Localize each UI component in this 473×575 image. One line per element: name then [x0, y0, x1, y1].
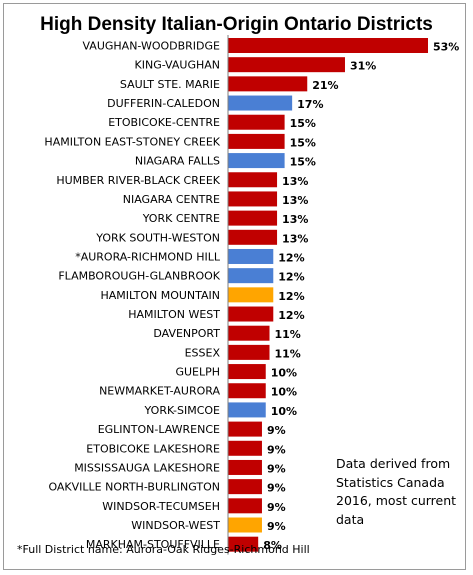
- bar: [228, 536, 259, 552]
- bar: [228, 248, 274, 264]
- bar: [228, 383, 266, 399]
- value-label: 10%: [271, 367, 297, 380]
- bar: [228, 133, 285, 149]
- category-label: MISSISSAUGA LAKESHORE: [74, 461, 220, 474]
- category-label: ETOBICOKE-CENTRE: [108, 116, 220, 129]
- value-label: 9%: [267, 482, 286, 495]
- category-label: YORK SOUTH-WESTON: [95, 231, 220, 244]
- value-label: 11%: [275, 328, 301, 341]
- bar: [228, 57, 345, 73]
- category-label: DAVENPORT: [153, 327, 220, 340]
- category-label: FLAMBOROUGH-GLANBROOK: [58, 270, 220, 283]
- value-label: 10%: [271, 405, 297, 418]
- bar: [228, 287, 274, 303]
- bar: [228, 191, 278, 207]
- value-label: 13%: [282, 213, 308, 226]
- bar: [228, 38, 428, 53]
- category-label: GUELPH: [175, 366, 220, 379]
- value-label: 10%: [271, 386, 297, 399]
- category-label: OAKVILLE NORTH-BURLINGTON: [48, 481, 220, 494]
- bar: [228, 344, 270, 360]
- value-label: 12%: [278, 271, 304, 284]
- category-label: NEWMARKET-AURORA: [99, 385, 220, 398]
- category-label: VAUGHAN-WOODBRIDGE: [82, 40, 220, 53]
- category-label: HAMILTON MOUNTAIN: [100, 289, 220, 302]
- category-label: ETOBICOKE LAKESHORE: [86, 442, 220, 455]
- bar: [228, 306, 274, 322]
- value-label: 9%: [267, 462, 286, 475]
- data-source-note: Data derived from Statistics Canada 2016…: [336, 456, 457, 527]
- category-label: WINDSOR-TECUMSEH: [102, 500, 220, 513]
- value-label: 13%: [282, 232, 308, 245]
- value-label: 9%: [267, 520, 286, 533]
- category-label: EGLINTON-LAWRENCE: [98, 423, 220, 436]
- category-label: NIAGARA FALLS: [135, 155, 220, 168]
- value-label: 12%: [278, 309, 304, 322]
- category-label: SAULT STE. MARIE: [120, 78, 220, 91]
- category-label: MARKHAM-STOUFFVILLE: [86, 538, 220, 551]
- value-label: 15%: [290, 117, 316, 130]
- bar: [228, 479, 262, 495]
- category-label: HUMBER RIVER-BLACK CREEK: [56, 174, 220, 187]
- bar: [228, 153, 285, 169]
- category-label: KING-VAUGHAN: [135, 59, 220, 72]
- value-label: 9%: [267, 501, 286, 514]
- value-label: 9%: [267, 424, 286, 437]
- bar: [228, 517, 262, 533]
- bar: [228, 210, 278, 226]
- bar: [228, 364, 266, 380]
- value-label: 13%: [282, 175, 308, 188]
- bar: [228, 172, 278, 188]
- value-label: 15%: [290, 156, 316, 169]
- category-label: DUFFERIN-CALEDON: [107, 97, 220, 110]
- bar: [228, 95, 293, 111]
- category-label: YORK-SIMCOE: [144, 404, 221, 417]
- value-label: 15%: [290, 136, 316, 149]
- bar: [228, 402, 266, 418]
- category-label: HAMILTON WEST: [128, 308, 220, 321]
- bar: [228, 229, 278, 245]
- value-label: 12%: [278, 251, 304, 264]
- category-label: YORK CENTRE: [142, 212, 220, 225]
- footnote: *Full District name: Aurora-Oak Ridges-R…: [17, 543, 310, 556]
- value-label: 13%: [282, 194, 308, 207]
- bar: [228, 325, 270, 341]
- bar: [228, 498, 262, 514]
- bar: [228, 268, 274, 284]
- category-label: *AURORA-RICHMOND HILL: [75, 250, 221, 263]
- bar: [228, 76, 308, 92]
- value-label: 53%: [433, 41, 459, 54]
- value-label: 17%: [297, 98, 323, 111]
- category-label: ESSEX: [185, 346, 221, 359]
- value-label: 12%: [278, 290, 304, 303]
- value-label: 11%: [275, 347, 301, 360]
- bar: [228, 421, 262, 437]
- category-label: HAMILTON EAST-STONEY CREEK: [44, 135, 220, 148]
- bar: [228, 459, 262, 475]
- value-label: 9%: [267, 443, 286, 456]
- bar: [228, 440, 262, 456]
- value-label: 21%: [312, 79, 338, 92]
- value-label: 8%: [263, 539, 282, 552]
- category-label: WINDSOR-WEST: [131, 519, 220, 532]
- bar: [228, 114, 285, 130]
- value-label: 31%: [350, 60, 376, 73]
- chart-title: High Density Italian-Origin Ontario Dist…: [40, 14, 433, 35]
- category-label: NIAGARA CENTRE: [123, 193, 220, 206]
